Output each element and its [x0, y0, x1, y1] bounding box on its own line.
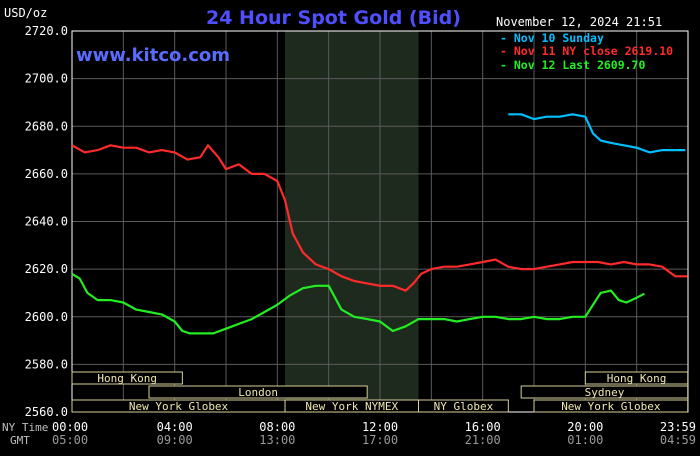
x-tick-label-gmt: 01:00	[567, 433, 603, 447]
gmt-label: GMT	[10, 434, 30, 447]
x-tick-label-ny: 00:00	[52, 420, 88, 434]
session-box	[418, 399, 509, 413]
session-label: New York NYMEX	[305, 400, 398, 413]
legend-entry-nov12: - Nov 12 Last 2609.70	[500, 58, 645, 72]
y-tick-label: 2720.0	[25, 24, 68, 38]
x-tick-label-ny: 08:00	[259, 420, 295, 434]
session-label: New York Globex	[129, 400, 229, 413]
session-box	[584, 371, 689, 385]
legend: - Nov 10 Sunday - Nov 11 NY close 2619.1…	[500, 31, 673, 72]
x-tick-label-ny: 20:00	[567, 420, 603, 434]
series-nov12-last	[71, 272, 645, 335]
x-tick-label-gmt: 04:59	[660, 433, 696, 447]
series-nov10-sunday	[508, 113, 686, 154]
x-tick-label-ny: 12:00	[362, 420, 398, 434]
x-tick-label-ny: 04:00	[157, 420, 193, 434]
ny-time-label: NY Time	[2, 421, 48, 434]
session-label: Hong Kong	[97, 372, 157, 385]
y-tick-label: 2560.0	[25, 405, 68, 419]
y-tick-label: 2620.0	[25, 262, 68, 276]
x-tick-label-ny: 16:00	[465, 420, 501, 434]
session-box	[520, 385, 689, 399]
chart-title: 24 Hour Spot Gold (Bid)	[206, 7, 461, 29]
y-tick-label: 2600.0	[25, 310, 68, 324]
session-label: Sydney	[585, 386, 625, 399]
x-tick-label-gmt: 09:00	[157, 433, 193, 447]
unit-label: USD/oz	[4, 6, 47, 20]
y-tick-label: 2640.0	[25, 215, 68, 229]
y-tick-label: 2660.0	[25, 167, 68, 181]
session-label: NY Globex	[434, 400, 494, 413]
y-tick-label: 2680.0	[25, 119, 68, 133]
x-tick-label-ny: 23:59	[660, 420, 696, 434]
y-tick-label: 2700.0	[25, 72, 68, 86]
session-box	[71, 371, 183, 385]
grid-layer	[71, 30, 689, 413]
x-tick-label-gmt: 13:00	[259, 433, 295, 447]
timestamp: November 12, 2024 21:51	[496, 15, 662, 29]
session-label: Hong Kong	[607, 372, 667, 385]
legend-entry-nov11: - Nov 11 NY close 2619.10	[500, 44, 673, 58]
x-tick-label-gmt: 17:00	[362, 433, 398, 447]
x-tick-label-gmt: 05:00	[52, 433, 88, 447]
legend-entry-nov10: - Nov 10 Sunday	[500, 31, 604, 45]
x-tick-label-gmt: 21:00	[465, 433, 501, 447]
session-box	[148, 385, 368, 399]
session-label: London	[238, 386, 278, 399]
y-axis-ticks: 2560.0 2580.0 2600.0 2620.0 2640.0 2660.0 2680…	[25, 24, 68, 419]
session-label: New York Globex	[561, 400, 661, 413]
session-box	[533, 399, 689, 413]
y-tick-label: 2580.0	[25, 357, 68, 371]
series-layer	[71, 113, 688, 335]
series-nov11-ny-close	[71, 144, 688, 292]
brand-watermark: www.kitco.com	[76, 45, 230, 66]
